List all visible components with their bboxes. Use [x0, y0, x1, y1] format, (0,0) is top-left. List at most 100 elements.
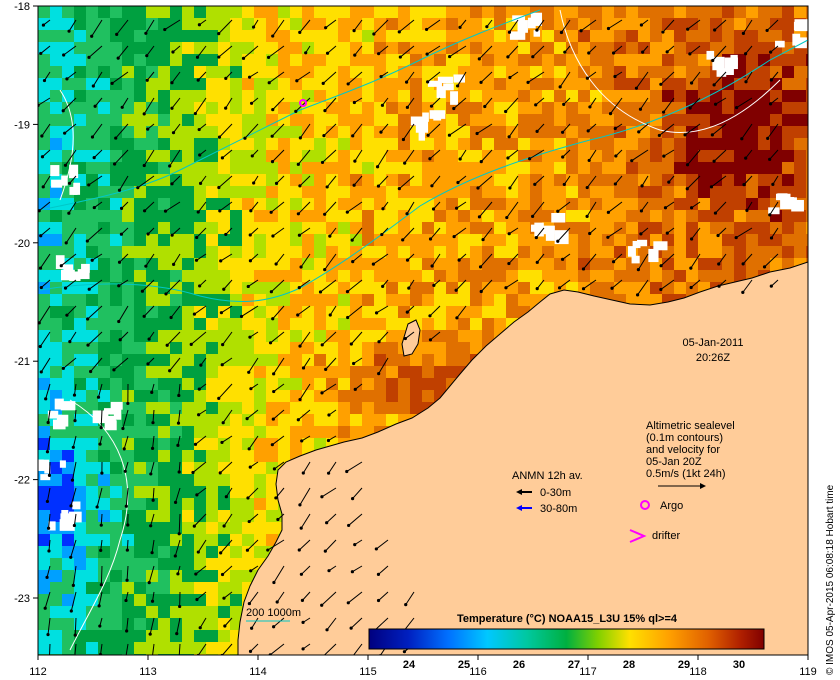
sst-cell: [74, 66, 86, 78]
sst-cell: [218, 510, 230, 522]
velocity-vector: [534, 175, 545, 185]
sst-cell: [50, 54, 62, 66]
velocity-vector-head: [769, 236, 774, 240]
sst-cell: [722, 42, 734, 54]
sst-cell: [650, 102, 662, 114]
sst-cell: [206, 558, 218, 570]
sst-cell: [182, 582, 194, 594]
velocity-vector-head: [276, 517, 280, 522]
sst-cell: [386, 390, 398, 402]
sst-cell: [38, 306, 50, 318]
sst-cell: [674, 66, 686, 78]
sst-cell: [170, 414, 182, 426]
sst-cell: [326, 18, 338, 30]
sst-cell: [182, 174, 194, 186]
sst-cell: [806, 78, 808, 90]
sst-cell: [134, 414, 146, 426]
velocity-vector-head: [219, 551, 223, 555]
sst-cell: [290, 150, 302, 162]
sst-cell: [206, 234, 218, 246]
sst-cell: [182, 306, 194, 318]
argo-float-marker[interactable]: [299, 99, 307, 107]
velocity-vector-head: [347, 523, 351, 528]
velocity-vector: [119, 331, 129, 341]
sst-cell: [122, 42, 134, 54]
sst-cell: [182, 354, 194, 366]
velocity-vector: [87, 227, 103, 242]
sst-cell: [602, 42, 614, 54]
sst-cell: [674, 90, 686, 102]
sst-cell: [170, 294, 182, 306]
sst-cell: [422, 318, 434, 330]
sst-cell: [398, 354, 410, 366]
sst-cell: [758, 186, 770, 198]
velocity-vector: [220, 253, 233, 262]
sst-cell: [146, 54, 158, 66]
velocity-vector-head: [407, 286, 411, 290]
sst-cell: [338, 186, 350, 198]
sst-cell: [218, 318, 230, 330]
velocity-vector: [689, 45, 701, 55]
sst-cell: [302, 210, 314, 222]
sst-cell: [110, 630, 122, 642]
sst-cell: [422, 306, 434, 318]
velocity-vector-head: [349, 342, 353, 346]
sst-cell: [542, 162, 554, 174]
velocity-vector: [299, 487, 311, 506]
sst-cell: [434, 18, 446, 30]
sst-cell: [218, 498, 230, 510]
sst-cell: [494, 654, 506, 655]
sst-cell: [446, 222, 458, 234]
sst-cell: [314, 426, 326, 438]
cloud-gap: [795, 37, 807, 49]
sst-cell: [98, 486, 110, 498]
sst-cell: [194, 270, 206, 282]
sst-cell: [170, 582, 182, 594]
sst-cell: [254, 270, 266, 282]
sst-cell: [806, 150, 808, 162]
sst-cell: [458, 342, 470, 354]
sst-cell: [278, 450, 290, 462]
velocity-vector: [614, 175, 623, 185]
sst-cell: [194, 30, 206, 42]
sst-cell: [638, 222, 650, 234]
sst-cell: [98, 162, 110, 174]
velocity-vector: [222, 149, 233, 159]
sst-cell: [434, 246, 446, 258]
sst-cell: [74, 486, 86, 498]
sst-cell: [110, 18, 122, 30]
velocity-vector: [347, 71, 363, 85]
lat-tick-label: -19: [14, 119, 30, 131]
velocity-vector: [535, 97, 545, 106]
sst-cell: [374, 186, 386, 198]
sst-cell: [278, 30, 290, 42]
velocity-vector-head: [405, 105, 409, 109]
velocity-vector-head: [43, 606, 47, 610]
sst-cell: [146, 330, 158, 342]
sst-cell: [266, 414, 278, 426]
velocity-vector: [302, 591, 311, 601]
sst-cell: [110, 510, 122, 522]
sst-cell: [158, 294, 170, 306]
colorbar-label: 25: [458, 659, 470, 671]
velocity-vector: [49, 643, 51, 655]
velocity-vector-head: [248, 259, 253, 263]
velocity-vector: [176, 617, 181, 634]
sst-cell: [542, 270, 554, 282]
sst-cell: [482, 54, 494, 66]
sst-cell: [722, 210, 734, 222]
sst-cell: [434, 366, 446, 378]
sst-cell: [638, 126, 650, 138]
velocity-vector: [267, 539, 285, 551]
velocity-vector-head: [637, 130, 641, 134]
velocity-vector: [115, 123, 129, 139]
sst-cell: [746, 18, 758, 30]
sst-cell: [674, 282, 686, 294]
sst-cell: [626, 186, 638, 198]
sst-cell: [218, 18, 230, 30]
sst-cell: [482, 258, 494, 270]
sst-cell: [410, 150, 422, 162]
sst-cell: [758, 210, 770, 222]
velocity-vector-head: [46, 633, 50, 637]
sst-cell: [206, 126, 218, 138]
